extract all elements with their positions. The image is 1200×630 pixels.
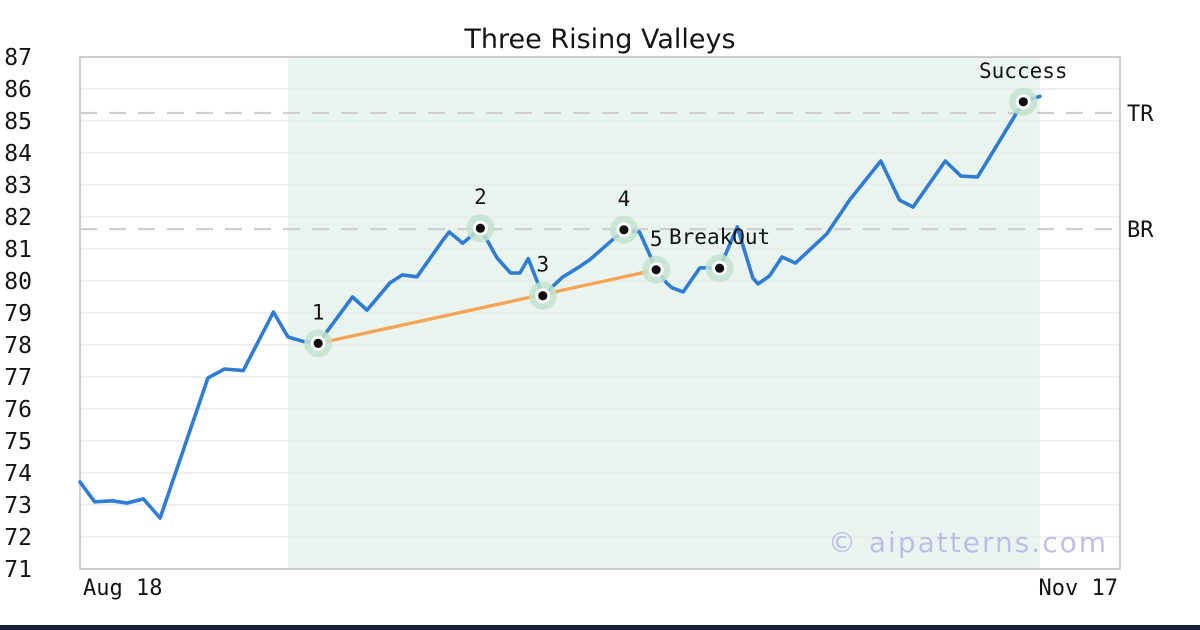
ytick-label-76: 76 bbox=[4, 397, 32, 423]
annotation-label-5: 5 bbox=[650, 227, 663, 251]
watermark: © aipatterns.com bbox=[828, 526, 1109, 559]
ytick-label-74: 74 bbox=[4, 461, 32, 487]
plot-border bbox=[79, 56, 1121, 570]
xtick-label-1: Nov 17 bbox=[1039, 576, 1118, 601]
marker-dot-success bbox=[1018, 97, 1028, 107]
marker-dot-5 bbox=[651, 265, 661, 275]
ytick-label-78: 78 bbox=[4, 333, 32, 359]
annotation-label-breakout: BreakOut bbox=[669, 225, 770, 249]
marker-dot-3 bbox=[538, 291, 548, 301]
annotation-label-2: 2 bbox=[474, 185, 487, 209]
marker-dot-1 bbox=[313, 338, 323, 348]
ytick-label-81: 81 bbox=[4, 237, 32, 263]
level-label-TR: TR bbox=[1127, 102, 1154, 127]
ytick-label-82: 82 bbox=[4, 205, 32, 231]
ytick-label-77: 77 bbox=[4, 365, 32, 391]
ytick-label-86: 86 bbox=[4, 77, 32, 103]
annotation-label-success: Success bbox=[979, 59, 1068, 83]
annotation-label-4: 4 bbox=[618, 187, 631, 211]
price-line bbox=[78, 94, 1042, 520]
xtick-label-0: Aug 18 bbox=[83, 576, 162, 601]
annotation-label-3: 3 bbox=[536, 253, 549, 277]
ytick-label-85: 85 bbox=[4, 109, 32, 135]
ytick-label-80: 80 bbox=[4, 269, 32, 295]
marker-dot-2 bbox=[475, 223, 485, 233]
marker-dot-breakout bbox=[715, 263, 725, 273]
ytick-label-73: 73 bbox=[4, 493, 32, 519]
ytick-label-71: 71 bbox=[4, 557, 32, 583]
ytick-label-75: 75 bbox=[4, 429, 32, 455]
ytick-label-83: 83 bbox=[4, 173, 32, 199]
trend-line bbox=[316, 268, 658, 346]
level-label-BR: BR bbox=[1127, 218, 1154, 243]
ytick-label-84: 84 bbox=[4, 141, 32, 167]
bottom-accent-bar bbox=[0, 625, 1200, 630]
ytick-label-72: 72 bbox=[4, 525, 32, 551]
ytick-label-79: 79 bbox=[4, 301, 32, 327]
ytick-label-87: 87 bbox=[4, 45, 32, 71]
marker-dot-4 bbox=[619, 225, 629, 235]
annotation-label-1: 1 bbox=[312, 300, 325, 324]
chart-title: Three Rising Valleys bbox=[464, 24, 736, 55]
